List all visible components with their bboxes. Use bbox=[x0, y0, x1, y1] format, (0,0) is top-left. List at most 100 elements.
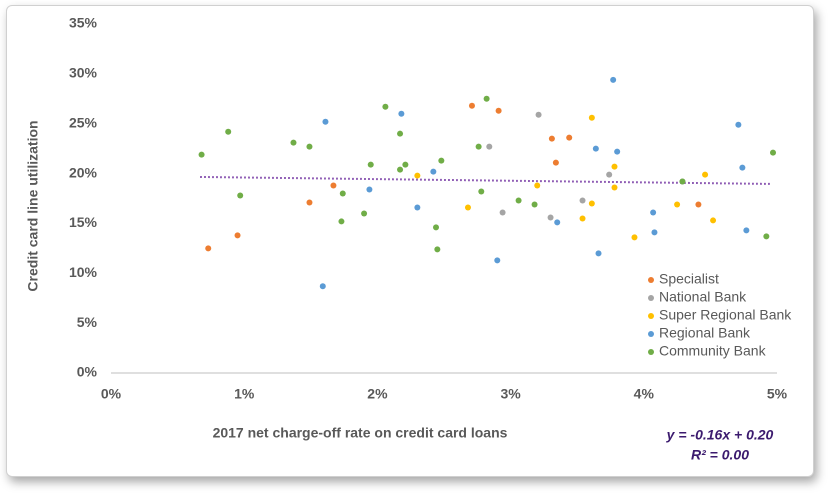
y-tick-label: 20% bbox=[69, 164, 98, 180]
data-point bbox=[322, 118, 329, 125]
data-point bbox=[468, 102, 475, 109]
data-point bbox=[651, 229, 658, 236]
trendline-equation: y = -0.16x + 0.20 bbox=[666, 427, 774, 443]
data-point bbox=[535, 111, 542, 118]
data-point bbox=[234, 232, 241, 239]
data-point bbox=[588, 114, 595, 121]
data-point bbox=[592, 145, 599, 152]
data-point bbox=[554, 219, 561, 226]
data-point bbox=[710, 217, 717, 224]
legend-label: Regional Bank bbox=[659, 325, 751, 341]
legend-marker bbox=[648, 349, 654, 355]
y-tick-label: 5% bbox=[77, 314, 98, 330]
data-point bbox=[438, 157, 445, 164]
data-point bbox=[534, 182, 541, 189]
data-point bbox=[361, 210, 368, 217]
data-point bbox=[306, 199, 313, 206]
data-point bbox=[237, 192, 244, 199]
data-point bbox=[611, 163, 618, 170]
data-point bbox=[486, 143, 493, 150]
y-tick-label: 30% bbox=[69, 65, 98, 81]
data-point bbox=[367, 161, 374, 168]
data-point bbox=[515, 197, 522, 204]
data-point bbox=[743, 227, 750, 234]
data-point bbox=[494, 257, 501, 264]
data-point bbox=[552, 159, 559, 166]
legend-label: Specialist bbox=[659, 271, 719, 287]
x-tick-label: 1% bbox=[234, 386, 255, 402]
chart-card bbox=[6, 5, 814, 477]
data-point bbox=[434, 246, 441, 253]
y-tick-label: 15% bbox=[69, 214, 98, 230]
data-point bbox=[290, 139, 297, 146]
data-point bbox=[495, 107, 502, 114]
data-point bbox=[595, 250, 602, 257]
x-tick-label: 2% bbox=[367, 386, 388, 402]
data-point bbox=[763, 233, 770, 240]
legend-marker bbox=[648, 277, 654, 283]
data-point bbox=[614, 148, 621, 155]
trendline-r-squared: R² = 0.00 bbox=[691, 447, 749, 463]
legend-label: National Bank bbox=[659, 289, 747, 305]
y-tick-label: 10% bbox=[69, 264, 98, 280]
data-point bbox=[398, 110, 405, 117]
trendline bbox=[200, 175, 772, 185]
data-point bbox=[475, 143, 482, 150]
data-point bbox=[579, 197, 586, 204]
data-point bbox=[414, 204, 421, 211]
data-point bbox=[579, 215, 586, 222]
data-point bbox=[674, 201, 681, 208]
data-point bbox=[702, 171, 709, 178]
y-tick-label: 0% bbox=[77, 364, 98, 380]
x-tick-label: 0% bbox=[101, 386, 122, 402]
data-point bbox=[338, 218, 345, 225]
data-point bbox=[339, 190, 346, 197]
data-point bbox=[306, 143, 313, 150]
data-point bbox=[397, 130, 404, 137]
data-point bbox=[205, 245, 212, 252]
x-tick-label: 3% bbox=[500, 386, 521, 402]
x-tick-label: 4% bbox=[634, 386, 655, 402]
x-axis-title: 2017 net charge-off rate on credit card … bbox=[213, 425, 508, 441]
data-point bbox=[402, 161, 409, 168]
data-point bbox=[695, 201, 702, 208]
data-point bbox=[606, 171, 613, 178]
y-tick-label: 35% bbox=[69, 15, 98, 31]
data-point bbox=[478, 188, 485, 195]
data-point bbox=[547, 214, 554, 221]
data-point bbox=[531, 201, 538, 208]
data-point bbox=[225, 128, 232, 135]
legend-label: Super Regional Bank bbox=[659, 307, 792, 323]
data-point bbox=[588, 200, 595, 207]
data-point bbox=[430, 168, 437, 175]
legend-label: Community Bank bbox=[659, 343, 767, 359]
legend-marker bbox=[648, 331, 654, 337]
data-point bbox=[414, 172, 421, 179]
data-point bbox=[483, 95, 490, 102]
data-point bbox=[330, 182, 337, 189]
data-point bbox=[397, 166, 404, 173]
data-point bbox=[198, 151, 205, 158]
data-point bbox=[739, 164, 746, 171]
data-point bbox=[366, 186, 373, 193]
data-point bbox=[610, 76, 617, 83]
legend-marker bbox=[648, 313, 654, 319]
data-point bbox=[679, 178, 686, 185]
data-point bbox=[611, 184, 618, 191]
data-point bbox=[382, 103, 389, 110]
y-axis-title: Credit card line utilization bbox=[25, 120, 41, 291]
data-point bbox=[566, 134, 573, 141]
legend-marker bbox=[648, 295, 654, 301]
data-point bbox=[319, 283, 326, 290]
data-point bbox=[548, 135, 555, 142]
data-point bbox=[464, 204, 471, 211]
data-point bbox=[499, 209, 506, 216]
data-point bbox=[650, 209, 657, 216]
data-point bbox=[433, 224, 440, 231]
data-point bbox=[631, 234, 638, 241]
data-point bbox=[735, 121, 742, 128]
data-point bbox=[770, 149, 777, 156]
x-tick-label: 5% bbox=[767, 386, 788, 402]
